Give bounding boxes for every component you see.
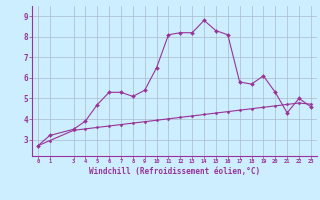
X-axis label: Windchill (Refroidissement éolien,°C): Windchill (Refroidissement éolien,°C) [89,167,260,176]
